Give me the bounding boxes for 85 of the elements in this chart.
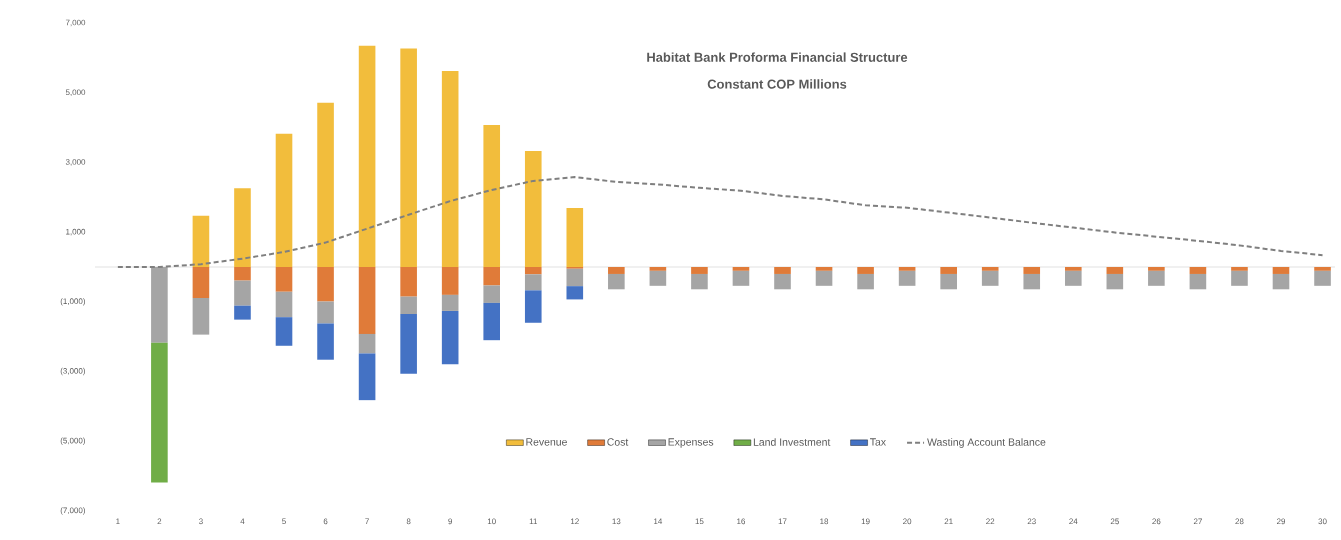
bar bbox=[1189, 273, 1207, 290]
bar bbox=[524, 150, 542, 267]
bar bbox=[608, 273, 625, 290]
legend-label: Revenue bbox=[526, 438, 567, 446]
bar bbox=[649, 266, 667, 271]
bar bbox=[566, 208, 584, 267]
bar bbox=[981, 270, 999, 286]
bar bbox=[1148, 266, 1165, 271]
bar bbox=[774, 273, 791, 290]
bar bbox=[234, 188, 251, 267]
text: Constant COP Millions bbox=[707, 79, 847, 89]
bar bbox=[857, 273, 874, 290]
bar bbox=[940, 266, 957, 274]
bar bbox=[1106, 266, 1124, 274]
bar bbox=[400, 314, 417, 374]
bar bbox=[151, 342, 168, 483]
bar bbox=[400, 266, 417, 297]
bar bbox=[441, 294, 459, 311]
bar bbox=[275, 133, 293, 267]
bar bbox=[400, 296, 417, 315]
bar bbox=[857, 266, 874, 274]
bar bbox=[358, 266, 376, 334]
bar bbox=[234, 305, 251, 320]
bar bbox=[358, 353, 376, 401]
bar bbox=[815, 266, 833, 271]
bar bbox=[566, 286, 584, 300]
bar bbox=[400, 48, 417, 267]
bar bbox=[1231, 270, 1248, 286]
bar bbox=[732, 270, 750, 286]
bar bbox=[192, 266, 210, 299]
bar bbox=[1272, 273, 1290, 290]
bar bbox=[1231, 266, 1248, 271]
bar bbox=[234, 280, 251, 306]
bar bbox=[192, 298, 210, 335]
bar bbox=[1314, 270, 1331, 286]
legend-label: Cost bbox=[607, 438, 629, 446]
bar bbox=[234, 266, 251, 281]
bar bbox=[898, 266, 916, 271]
bar bbox=[275, 317, 293, 346]
bar bbox=[815, 270, 833, 286]
bar bbox=[317, 266, 334, 302]
bar bbox=[441, 310, 459, 365]
bar bbox=[1272, 266, 1290, 274]
legend-label: Tax bbox=[870, 438, 886, 446]
text: Habitat Bank Proforma Financial Structure bbox=[647, 52, 908, 62]
bar bbox=[774, 266, 791, 274]
bar bbox=[151, 266, 168, 343]
bar bbox=[192, 215, 210, 267]
bar bbox=[691, 266, 708, 274]
legend-label: Expenses bbox=[668, 438, 714, 448]
bar bbox=[1106, 273, 1124, 290]
bar bbox=[483, 266, 501, 286]
bar bbox=[275, 291, 293, 318]
bar bbox=[317, 323, 334, 360]
bar bbox=[275, 266, 293, 292]
bar bbox=[691, 273, 708, 290]
bar bbox=[483, 285, 501, 303]
bar bbox=[1023, 273, 1041, 290]
bar bbox=[649, 270, 667, 286]
bar bbox=[483, 302, 501, 341]
bar bbox=[1148, 270, 1165, 286]
bar bbox=[608, 266, 625, 274]
bar bbox=[898, 270, 916, 286]
bar bbox=[358, 45, 376, 267]
bar bbox=[524, 266, 542, 275]
legend-label: Wasting Account Balance bbox=[927, 438, 1046, 448]
bar bbox=[483, 125, 501, 267]
bar bbox=[358, 333, 376, 354]
bar bbox=[441, 266, 459, 295]
bar bbox=[940, 273, 957, 290]
bar bbox=[317, 102, 334, 267]
bar bbox=[1314, 266, 1331, 271]
bar bbox=[566, 268, 584, 287]
line-series bbox=[116, 176, 1324, 268]
bar bbox=[1064, 266, 1082, 271]
bar bbox=[524, 290, 542, 323]
bar bbox=[441, 71, 459, 267]
bar bbox=[1189, 266, 1207, 274]
bar bbox=[524, 274, 542, 291]
bar bbox=[732, 266, 750, 271]
bar bbox=[981, 266, 999, 271]
bar bbox=[1064, 270, 1082, 286]
bar bbox=[317, 301, 334, 324]
legend-label: Land Investment bbox=[753, 438, 831, 446]
bar bbox=[1023, 266, 1041, 274]
